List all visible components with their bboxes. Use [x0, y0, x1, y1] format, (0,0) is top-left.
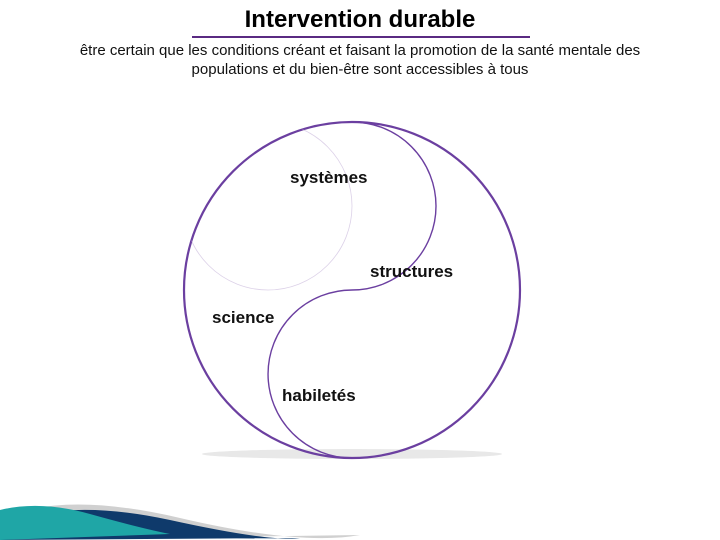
label-science: science: [212, 308, 274, 328]
page-title: Intervention durable: [0, 6, 720, 34]
slide: Intervention durable être certain que le…: [0, 0, 720, 540]
label-habiletes: habiletés: [282, 386, 356, 406]
label-systemes: systèmes: [290, 168, 368, 188]
footer-swoosh: [0, 480, 720, 540]
inner-top-circle-soft: [184, 122, 352, 290]
label-structures: structures: [370, 262, 453, 282]
title-underline: [192, 36, 530, 38]
subtitle-text: être certain que les conditions créant e…: [40, 42, 680, 80]
